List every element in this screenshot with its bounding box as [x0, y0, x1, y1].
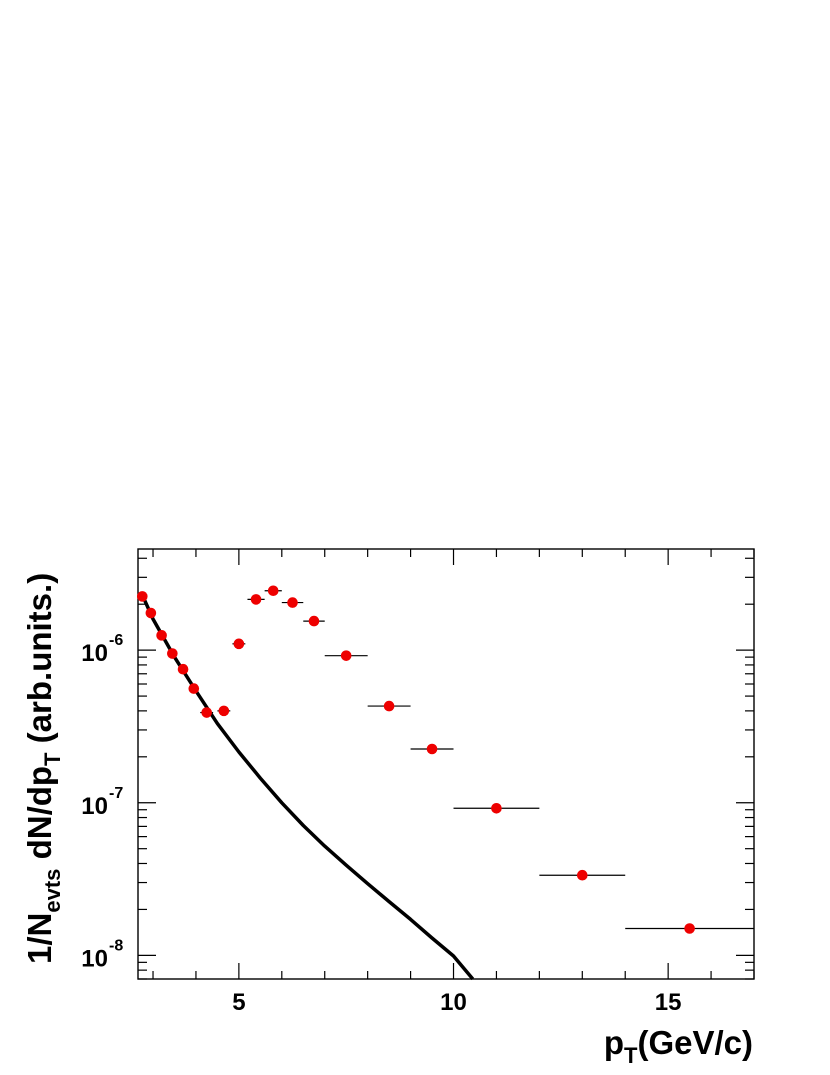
data-point	[200, 707, 214, 718]
y-tick-labels: 10-810-710-6	[81, 632, 123, 972]
point-marker	[287, 597, 298, 608]
y-tick-label-exponent: -8	[109, 937, 123, 954]
point-marker	[233, 638, 245, 650]
point-marker	[576, 869, 588, 881]
data-point	[247, 594, 265, 605]
x-tick-label: 10	[440, 989, 467, 1016]
point-marker	[177, 663, 189, 675]
point-marker	[383, 700, 395, 712]
point-marker	[156, 630, 167, 641]
x-axis-title: pT(GeV/c)	[604, 1024, 753, 1068]
data-point	[453, 802, 540, 814]
point-marker	[167, 648, 178, 659]
data-point	[410, 743, 454, 755]
data-points-layer	[136, 585, 754, 934]
point-marker	[136, 591, 148, 602]
point-marker	[308, 615, 320, 627]
point-marker	[340, 650, 352, 661]
data-point	[303, 615, 325, 627]
y-tick-label: 10	[81, 945, 108, 972]
point-marker	[491, 802, 502, 814]
y-axis-title: 1/Nevts dN/dpT (arb.units.)	[21, 573, 65, 964]
point-marker	[188, 683, 200, 694]
x-tick-label: 15	[655, 989, 682, 1016]
y-tick-label-exponent: -7	[109, 785, 123, 802]
x-tick-labels: 5 10 15	[232, 989, 681, 1016]
point-marker	[267, 585, 279, 597]
data-point	[217, 705, 231, 717]
data-point	[136, 591, 148, 602]
data-point	[232, 638, 246, 650]
data-point	[177, 663, 189, 675]
data-point	[156, 630, 167, 641]
y-tick-label: 10	[81, 640, 108, 667]
point-marker	[426, 743, 438, 755]
data-point	[188, 683, 200, 694]
point-marker	[250, 594, 262, 605]
x-tick-label: 5	[232, 989, 245, 1016]
data-point	[281, 597, 304, 608]
axis-ticks	[138, 549, 755, 980]
fit-curve-layer	[140, 594, 475, 981]
data-point	[145, 607, 157, 619]
data-point	[539, 869, 626, 881]
data-point	[625, 923, 754, 934]
y-tick-label-exponent: -6	[109, 632, 123, 649]
point-marker	[201, 707, 212, 718]
point-marker	[145, 607, 157, 619]
y-tick-label: 10	[81, 793, 108, 820]
point-marker	[218, 705, 230, 717]
data-point	[167, 648, 178, 659]
point-marker	[684, 923, 695, 934]
data-point	[264, 585, 282, 597]
plot-frame	[137, 548, 755, 980]
data-point	[367, 700, 411, 712]
fit-curve	[140, 594, 475, 981]
data-point	[324, 650, 368, 661]
